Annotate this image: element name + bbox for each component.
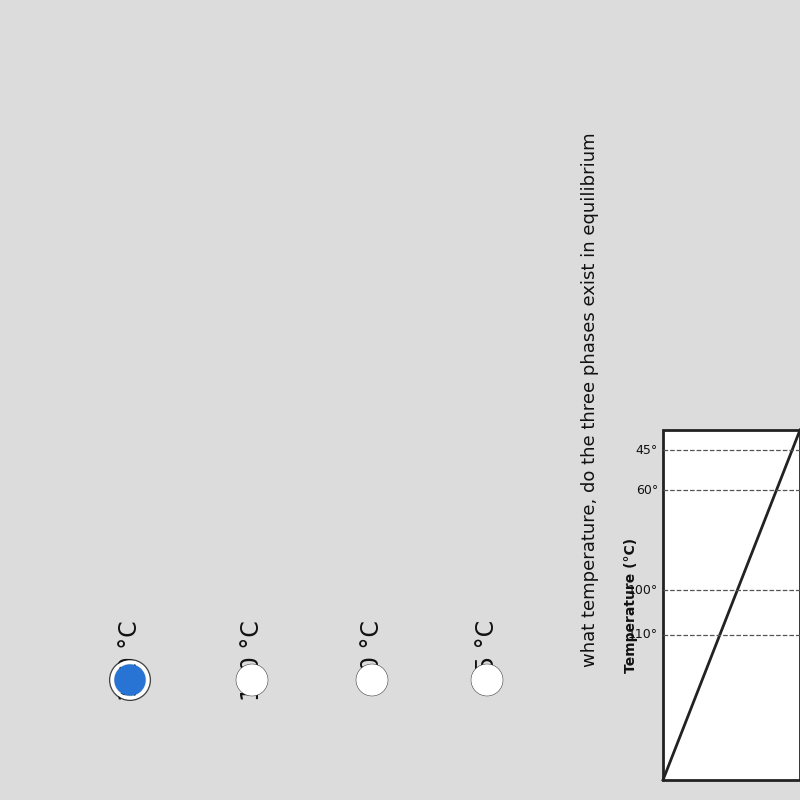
Text: 45°: 45° [636, 443, 658, 457]
Text: 100 °C: 100 °C [240, 620, 264, 701]
Circle shape [115, 665, 145, 695]
Circle shape [472, 665, 502, 695]
Text: 100°: 100° [628, 583, 658, 597]
Text: Temperature (°C): Temperature (°C) [624, 538, 638, 673]
Text: 110°: 110° [628, 629, 658, 642]
Circle shape [357, 665, 387, 695]
Text: 110 °C: 110 °C [118, 620, 142, 701]
Text: what temperature, do the three phases exist in equilibrium: what temperature, do the three phases ex… [581, 133, 599, 667]
Text: 45 °C: 45 °C [475, 620, 499, 686]
Text: 60°: 60° [636, 483, 658, 497]
Circle shape [237, 665, 267, 695]
Bar [663, 430, 800, 780]
Text: 60 °C: 60 °C [360, 620, 384, 686]
